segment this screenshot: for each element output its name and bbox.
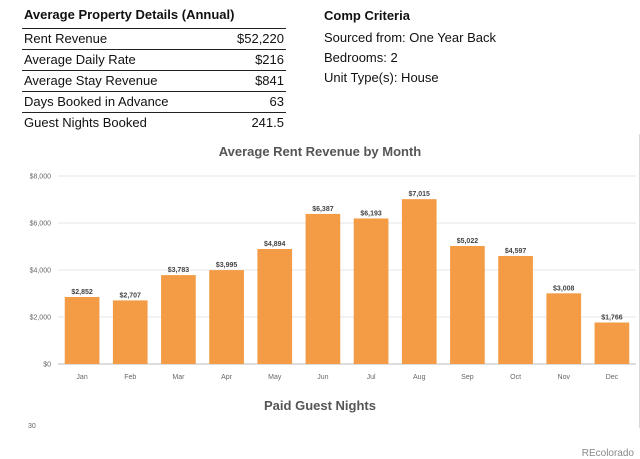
guest-nights-chart-title: Paid Guest Nights xyxy=(264,398,376,413)
detail-value: 63 xyxy=(269,94,284,109)
credit-text: REcolorado xyxy=(581,448,634,459)
bar-data-label: $6,387 xyxy=(312,206,334,213)
bar xyxy=(305,213,341,364)
detail-label: Days Booked in Advance xyxy=(24,94,169,109)
x-tick-label: Apr xyxy=(221,374,233,381)
comp-bedrooms: Bedrooms: 2 xyxy=(324,50,398,65)
x-tick-label: Jul xyxy=(367,374,376,381)
bar-data-label: $3,008 xyxy=(553,285,575,292)
x-tick-label: Jan xyxy=(76,374,87,381)
detail-row: Rent Revenue $52,220 xyxy=(22,28,286,49)
property-details-title: Average Property Details (Annual) xyxy=(24,7,235,22)
bar-data-label: $3,783 xyxy=(168,267,190,274)
bar-data-label: $1,766 xyxy=(601,314,623,321)
comp-sourced: Sourced from: One Year Back xyxy=(324,30,496,45)
comp-unit-type: Unit Type(s): House xyxy=(324,70,439,85)
bar-data-label: $3,995 xyxy=(216,262,238,269)
y-tick-label: $0 xyxy=(43,362,51,369)
x-tick-label: Nov xyxy=(558,374,571,381)
bar-data-label: $6,193 xyxy=(360,210,382,217)
y-tick-label: $2,000 xyxy=(30,315,52,322)
x-tick-label: Oct xyxy=(510,374,521,381)
detail-row: Guest Nights Booked 241.5 xyxy=(22,112,286,133)
bar-data-label: $2,852 xyxy=(71,289,93,296)
detail-row: Days Booked in Advance 63 xyxy=(22,91,286,112)
detail-value: $216 xyxy=(255,52,284,67)
bar-data-label: $2,707 xyxy=(120,292,142,299)
revenue-bar-chart: $0 $2,000 $4,000 $6,000 $8,000 $2,852 Jan $2,70… xyxy=(30,174,636,381)
x-tick-label: Mar xyxy=(172,374,185,381)
detail-value: 241.5 xyxy=(251,115,284,130)
detail-value: $841 xyxy=(255,73,284,88)
detail-label: Average Daily Rate xyxy=(24,52,136,67)
revenue-chart-title: Average Rent Revenue by Month xyxy=(218,144,422,159)
bar xyxy=(353,218,389,364)
comp-criteria-title: Comp Criteria xyxy=(324,8,410,23)
bar xyxy=(546,293,582,364)
comp-criteria: Comp Criteria Sourced from: One Year Bac… xyxy=(324,6,496,88)
y-tick-label: $6,000 xyxy=(30,221,52,228)
bar xyxy=(64,296,100,364)
detail-label: Guest Nights Booked xyxy=(24,115,147,130)
bar xyxy=(450,245,485,364)
y-tick-label: $4,000 xyxy=(30,268,52,275)
bar xyxy=(498,255,533,364)
x-tick-label: Sep xyxy=(461,374,474,381)
detail-value: $52,220 xyxy=(237,31,284,46)
bar xyxy=(401,199,437,364)
guest-nights-tick-label: 30 xyxy=(28,423,36,430)
bar-data-label: $4,894 xyxy=(264,241,286,248)
bar xyxy=(112,300,148,364)
y-tick-label: $8,000 xyxy=(30,174,52,181)
property-details-table: Average Property Details (Annual) Rent R… xyxy=(22,6,286,133)
x-tick-label: Feb xyxy=(124,374,136,381)
x-tick-label: Jun xyxy=(317,374,328,381)
bar xyxy=(257,248,293,364)
bar-data-label: $7,015 xyxy=(409,191,431,198)
x-tick-label: Dec xyxy=(606,374,619,381)
detail-label: Average Stay Revenue xyxy=(24,73,158,88)
detail-label: Rent Revenue xyxy=(24,31,108,46)
bar-data-label: $4,597 xyxy=(505,248,527,255)
detail-row: Average Stay Revenue $841 xyxy=(22,70,286,91)
x-tick-label: Aug xyxy=(413,374,426,381)
bar xyxy=(594,322,630,364)
bar xyxy=(209,270,244,364)
detail-row: Average Daily Rate $216 xyxy=(22,49,286,70)
x-tick-label: May xyxy=(268,374,282,381)
bar xyxy=(161,275,196,364)
bar-data-label: $5,022 xyxy=(457,238,479,245)
